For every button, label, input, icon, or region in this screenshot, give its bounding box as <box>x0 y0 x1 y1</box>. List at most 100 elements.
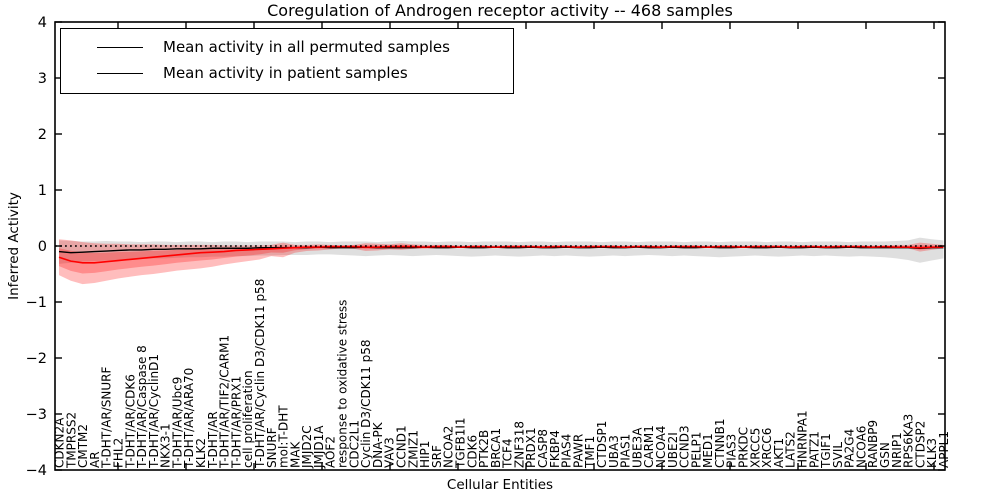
y-tick-label: 3 <box>38 71 47 87</box>
patient-mean-line <box>58 245 944 264</box>
x-tick-label: HIP1 <box>418 441 432 468</box>
x-tick-label: T-DHT/AR/SNURF <box>100 367 114 470</box>
x-tick-label: MAK <box>288 440 302 468</box>
x-tick-label: T-DHT/AR/CDK6 <box>123 374 137 469</box>
x-tick-label: TGFB1I1 <box>453 417 467 469</box>
x-tick-label: DNA-PK <box>371 421 385 468</box>
legend-label-patient: Mean activity in patient samples <box>163 64 408 82</box>
x-tick-label: SVIL <box>831 442 845 468</box>
y-axis-label: Inferred Activity <box>6 192 22 300</box>
x-tick-label: CDC2L1 <box>347 420 361 468</box>
x-tick-label: KLK2 <box>194 438 208 468</box>
x-tick-label: TMPRSS2 <box>64 412 78 469</box>
x-tick-label: SRF <box>430 445 444 468</box>
x-tick-label: RANBP9 <box>866 420 880 468</box>
x-tick-label: XRCC6 <box>760 428 774 468</box>
x-tick-label: TMF1 <box>583 436 597 469</box>
x-tick-label: PAWR <box>571 434 585 468</box>
x-tick-label: UBA3 <box>607 435 621 468</box>
legend-item-permuted: Mean activity in all permuted samples <box>61 34 513 60</box>
x-tick-label: PIAS1 <box>619 434 633 468</box>
x-tick-label: MED1 <box>701 433 715 468</box>
x-tick-label: T-DHT/AR/ARA70 <box>182 368 196 469</box>
patient-band-inner <box>59 244 944 274</box>
x-tick-label: response to oxidative stress <box>336 300 350 468</box>
x-tick-label: NKX3-1 <box>159 423 173 468</box>
x-tick-label: T-DHT/AR/Ubc9 <box>170 377 184 469</box>
x-tick-label: GSN <box>878 442 892 468</box>
x-tick-label: mol:T-DHT <box>277 405 291 468</box>
x-tick-label: PIAS3 <box>725 434 739 468</box>
x-tick-label: T-DHT/AR/TIF2/CARM1 <box>218 335 232 469</box>
x-tick-label: T-DHT/AR/Caspase 8 <box>135 345 149 469</box>
x-tick-label: UBE3A <box>630 427 644 468</box>
legend: Mean activity in all permuted samples Me… <box>60 28 514 94</box>
x-tick-label: VAV3 <box>383 437 397 468</box>
x-tick-label: CCND1 <box>395 425 409 468</box>
x-tick-label: CASP8 <box>536 429 550 468</box>
x-tick-label: BRCA1 <box>489 428 503 468</box>
chart-title: Coregulation of Androgen receptor activi… <box>267 1 733 20</box>
red-line-swatch <box>97 72 143 74</box>
x-tick-label: NCOA2 <box>442 426 456 468</box>
x-tick-label: RPS6KA3 <box>902 414 916 468</box>
x-tick-label: FKBP4 <box>548 430 562 468</box>
x-tick-label: UBE2I <box>666 432 680 468</box>
x-tick-label: FHL2 <box>111 438 125 468</box>
x-tick-label: TGIF1 <box>819 433 833 469</box>
x-tick-label: PRDX1 <box>524 427 538 468</box>
y-tick-label: −1 <box>26 295 47 311</box>
y-tick-label: 1 <box>38 183 47 199</box>
y-tick-label: 2 <box>38 127 47 143</box>
permuted-band <box>59 237 944 264</box>
x-tick-label: NCOA6 <box>854 426 868 468</box>
x-tick-label: JMJD1A <box>312 425 326 469</box>
x-tick-label: AKT1 <box>772 438 786 468</box>
x-tick-label: PTK2B <box>477 430 491 468</box>
x-tick-label: CARM1 <box>642 425 656 468</box>
x-tick-label: SNURF <box>265 427 279 468</box>
x-tick-label: CTDSP2 <box>913 421 927 468</box>
x-tick-label: CDKN2A <box>53 417 67 468</box>
x-tick-label: APPL1 <box>937 431 951 468</box>
y-tick-label: 0 <box>38 239 47 255</box>
x-tick-label: LATS2 <box>784 431 798 468</box>
x-tick-label: PIAS4 <box>560 434 574 468</box>
x-tick-label: Cyclin D3/CDK11 p58 <box>359 339 373 468</box>
x-tick-label: AOF2 <box>324 436 338 468</box>
x-tick-label: T-DHT/AR/Cyclin D3/CDK11 p58 <box>253 279 267 469</box>
x-tick-label: TCF4 <box>501 438 515 469</box>
x-tick-label: NCOA4 <box>654 426 668 468</box>
y-tick-label: 4 <box>38 15 47 31</box>
x-tick-label: ZMIZ1 <box>406 430 420 468</box>
x-tick-label: PRKDC <box>737 427 751 468</box>
x-tick-label: cell proliferation <box>241 370 255 468</box>
x-tick-label: CCND3 <box>678 425 692 468</box>
x-tick-label: AR <box>88 451 102 468</box>
x-tick-label: T-DHT/AR <box>206 411 220 469</box>
x-tick-label: JMJD2C <box>300 425 314 469</box>
x-tick-label: T-DHT/AR/PRX1 <box>229 376 243 469</box>
x-tick-label: CTNNB1 <box>713 418 727 468</box>
x-tick-label: NRIP1 <box>890 432 904 468</box>
x-tick-label: T-DHT/AR/CyclinD1 <box>147 354 161 469</box>
legend-item-patient: Mean activity in patient samples <box>61 60 513 86</box>
x-tick-label: CMTM2 <box>76 424 90 468</box>
y-tick-label: −2 <box>26 351 47 367</box>
x-tick-label: KLK3 <box>925 438 939 468</box>
x-tick-label: HNRNPA1 <box>795 410 809 468</box>
x-tick-label: PA2G4 <box>843 429 857 468</box>
x-tick-label: PELP1 <box>689 432 703 468</box>
patient-band-outer <box>59 239 944 285</box>
x-tick-label: ZNF318 <box>512 421 526 468</box>
black-line-swatch <box>97 46 143 48</box>
legend-label-permuted: Mean activity in all permuted samples <box>163 38 450 56</box>
x-tick-label: XRCC5 <box>748 428 762 468</box>
x-tick-label: CTDSP1 <box>595 421 609 468</box>
y-tick-label: −3 <box>26 407 47 423</box>
x-tick-label: PATZ1 <box>807 431 821 468</box>
x-tick-label: CDK6 <box>465 435 479 468</box>
x-axis-label: Cellular Entities <box>446 477 554 493</box>
